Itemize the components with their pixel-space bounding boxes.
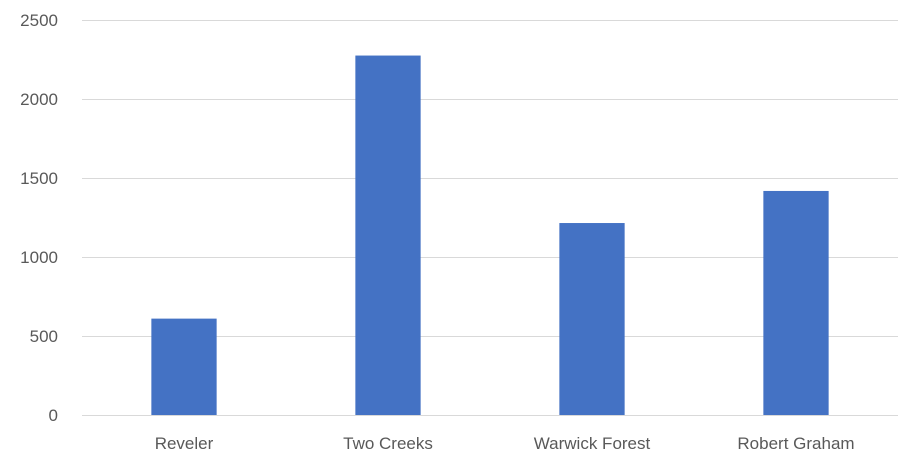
y-tick-label: 2500 bbox=[20, 11, 58, 30]
y-tick-label: 1000 bbox=[20, 248, 58, 267]
bars bbox=[151, 55, 829, 416]
x-tick-label: Warwick Forest bbox=[534, 434, 651, 453]
y-tick-label: 0 bbox=[49, 406, 58, 425]
x-tick-label: Robert Graham bbox=[737, 434, 854, 453]
x-axis-tick-labels: Reveler Two Creeks Warwick Forest Robert Gr… bbox=[155, 434, 855, 453]
x-tick-label: Reveler bbox=[155, 434, 214, 453]
y-tick-label: 500 bbox=[30, 327, 58, 346]
bar-warwick-forest bbox=[559, 223, 625, 415]
bar-robert-graham bbox=[763, 190, 829, 415]
y-tick-label: 2000 bbox=[20, 90, 58, 109]
gridlines bbox=[82, 20, 898, 416]
y-tick-label: 1500 bbox=[20, 169, 58, 188]
x-tick-label: Two Creeks bbox=[343, 434, 433, 453]
bar-two-creeks bbox=[355, 55, 421, 416]
y-axis-tick-labels: 0 500 1000 1500 2000 2500 bbox=[20, 11, 58, 425]
bar-reveler bbox=[151, 318, 217, 415]
